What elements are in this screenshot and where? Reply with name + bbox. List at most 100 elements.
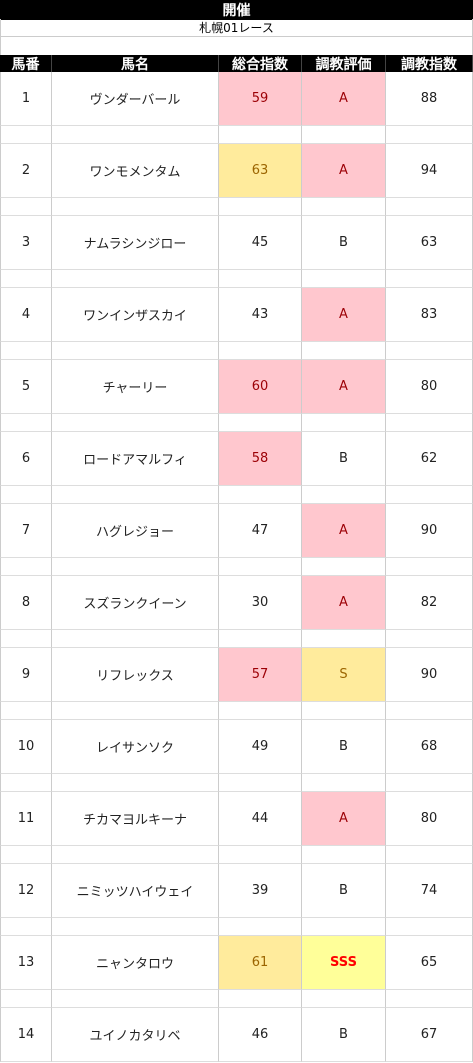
- empty-cell[interactable]: [0, 342, 52, 360]
- empty-cell[interactable]: [302, 774, 386, 792]
- training-index-cell[interactable]: 83: [386, 288, 473, 342]
- empty-cell[interactable]: [219, 414, 302, 432]
- empty-cell[interactable]: [52, 846, 219, 864]
- horse-number-cell[interactable]: 3: [0, 216, 52, 270]
- empty-cell[interactable]: [386, 990, 473, 1008]
- horse-number-cell[interactable]: 7: [0, 504, 52, 558]
- training-index-cell[interactable]: 62: [386, 432, 473, 486]
- horse-number-cell[interactable]: 1: [0, 72, 52, 126]
- training-index-cell[interactable]: 82: [386, 576, 473, 630]
- empty-cell[interactable]: [0, 198, 52, 216]
- empty-cell[interactable]: [302, 126, 386, 144]
- empty-cell[interactable]: [52, 342, 219, 360]
- horse-number-cell[interactable]: 12: [0, 864, 52, 918]
- total-index-cell[interactable]: 57: [219, 648, 302, 702]
- total-index-cell[interactable]: 49: [219, 720, 302, 774]
- total-index-cell[interactable]: 61: [219, 936, 302, 990]
- empty-cell[interactable]: [0, 918, 52, 936]
- empty-cell[interactable]: [219, 126, 302, 144]
- empty-cell[interactable]: [386, 198, 473, 216]
- total-index-cell[interactable]: 59: [219, 72, 302, 126]
- horse-name-cell[interactable]: ハグレジョー: [52, 504, 219, 558]
- horse-name-cell[interactable]: ワンインザスカイ: [52, 288, 219, 342]
- empty-cell[interactable]: [219, 198, 302, 216]
- total-index-cell[interactable]: 45: [219, 216, 302, 270]
- empty-cell[interactable]: [219, 918, 302, 936]
- empty-cell[interactable]: [302, 990, 386, 1008]
- empty-cell[interactable]: [0, 558, 52, 576]
- training-eval-cell[interactable]: B: [302, 864, 386, 918]
- horse-name-cell[interactable]: スズランクイーン: [52, 576, 219, 630]
- header-horse-number[interactable]: 馬番: [0, 55, 52, 73]
- horse-name-cell[interactable]: ロードアマルフィ: [52, 432, 219, 486]
- empty-cell[interactable]: [302, 342, 386, 360]
- empty-cell[interactable]: [52, 270, 219, 288]
- header-horse-name[interactable]: 馬名: [52, 55, 219, 73]
- empty-cell[interactable]: [219, 486, 302, 504]
- empty-cell[interactable]: [386, 270, 473, 288]
- training-index-cell[interactable]: 67: [386, 1008, 473, 1062]
- empty-cell[interactable]: [386, 630, 473, 648]
- empty-cell[interactable]: [386, 486, 473, 504]
- empty-cell[interactable]: [302, 702, 386, 720]
- total-index-cell[interactable]: 30: [219, 576, 302, 630]
- horse-number-cell[interactable]: 9: [0, 648, 52, 702]
- training-eval-cell[interactable]: A: [302, 288, 386, 342]
- horse-name-cell[interactable]: ユイノカタリベ: [52, 1008, 219, 1062]
- empty-cell[interactable]: [0, 990, 52, 1008]
- total-index-cell[interactable]: 47: [219, 504, 302, 558]
- training-index-cell[interactable]: 90: [386, 504, 473, 558]
- training-eval-cell[interactable]: B: [302, 1008, 386, 1062]
- empty-cell[interactable]: [52, 414, 219, 432]
- horse-name-cell[interactable]: レイサンソク: [52, 720, 219, 774]
- total-index-cell[interactable]: 39: [219, 864, 302, 918]
- training-eval-cell[interactable]: A: [302, 144, 386, 198]
- empty-cell[interactable]: [386, 774, 473, 792]
- training-index-cell[interactable]: 68: [386, 720, 473, 774]
- empty-cell[interactable]: [386, 126, 473, 144]
- training-eval-cell[interactable]: B: [302, 432, 386, 486]
- empty-cell[interactable]: [0, 702, 52, 720]
- empty-cell[interactable]: [386, 414, 473, 432]
- horse-number-cell[interactable]: 14: [0, 1008, 52, 1062]
- empty-cell[interactable]: [302, 846, 386, 864]
- header-training-index[interactable]: 調教指数: [386, 55, 473, 73]
- empty-cell[interactable]: [52, 558, 219, 576]
- total-index-cell[interactable]: 58: [219, 432, 302, 486]
- horse-name-cell[interactable]: チャーリー: [52, 360, 219, 414]
- training-index-cell[interactable]: 88: [386, 72, 473, 126]
- horse-number-cell[interactable]: 5: [0, 360, 52, 414]
- empty-cell[interactable]: [219, 270, 302, 288]
- training-eval-cell[interactable]: A: [302, 792, 386, 846]
- training-eval-cell[interactable]: A: [302, 576, 386, 630]
- horse-number-cell[interactable]: 8: [0, 576, 52, 630]
- empty-cell[interactable]: [219, 630, 302, 648]
- training-eval-cell[interactable]: B: [302, 720, 386, 774]
- horse-number-cell[interactable]: 6: [0, 432, 52, 486]
- header-total-index[interactable]: 総合指数: [219, 55, 302, 73]
- empty-cell[interactable]: [0, 846, 52, 864]
- horse-number-cell[interactable]: 10: [0, 720, 52, 774]
- training-index-cell[interactable]: 80: [386, 360, 473, 414]
- empty-cell[interactable]: [0, 270, 52, 288]
- empty-cell[interactable]: [0, 414, 52, 432]
- empty-cell[interactable]: [52, 990, 219, 1008]
- empty-cell[interactable]: [52, 630, 219, 648]
- empty-cell[interactable]: [0, 774, 52, 792]
- empty-cell[interactable]: [219, 702, 302, 720]
- empty-cell[interactable]: [386, 702, 473, 720]
- training-eval-cell[interactable]: A: [302, 72, 386, 126]
- empty-cell[interactable]: [52, 126, 219, 144]
- empty-cell[interactable]: [219, 558, 302, 576]
- training-eval-cell[interactable]: S: [302, 648, 386, 702]
- empty-cell[interactable]: [219, 342, 302, 360]
- horse-name-cell[interactable]: ワンモメンタム: [52, 144, 219, 198]
- horse-name-cell[interactable]: ナムラシンジロー: [52, 216, 219, 270]
- empty-cell[interactable]: [52, 918, 219, 936]
- training-index-cell[interactable]: 94: [386, 144, 473, 198]
- training-eval-cell[interactable]: B: [302, 216, 386, 270]
- total-index-cell[interactable]: 60: [219, 360, 302, 414]
- empty-cell[interactable]: [52, 198, 219, 216]
- training-eval-cell[interactable]: A: [302, 360, 386, 414]
- empty-cell[interactable]: [0, 126, 52, 144]
